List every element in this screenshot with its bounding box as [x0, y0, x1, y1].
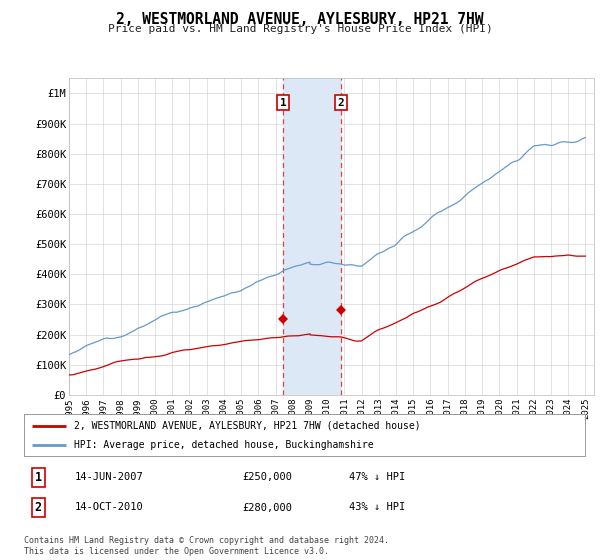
- Bar: [283, 78, 341, 395]
- Text: £250,000: £250,000: [243, 472, 293, 482]
- Text: 14-OCT-2010: 14-OCT-2010: [74, 502, 143, 512]
- Text: 1: 1: [34, 471, 41, 484]
- Text: Price paid vs. HM Land Registry's House Price Index (HPI): Price paid vs. HM Land Registry's House …: [107, 24, 493, 34]
- Text: 14-JUN-2007: 14-JUN-2007: [74, 472, 143, 482]
- Text: 47% ↓ HPI: 47% ↓ HPI: [349, 472, 406, 482]
- Text: 1: 1: [280, 97, 287, 108]
- Text: 2: 2: [34, 501, 41, 514]
- Text: HPI: Average price, detached house, Buckinghamshire: HPI: Average price, detached house, Buck…: [74, 440, 374, 450]
- Text: Contains HM Land Registry data © Crown copyright and database right 2024.
This d: Contains HM Land Registry data © Crown c…: [24, 536, 389, 556]
- Text: 2, WESTMORLAND AVENUE, AYLESBURY, HP21 7HW: 2, WESTMORLAND AVENUE, AYLESBURY, HP21 7…: [116, 12, 484, 27]
- Text: £280,000: £280,000: [243, 502, 293, 512]
- Text: 43% ↓ HPI: 43% ↓ HPI: [349, 502, 406, 512]
- Text: 2: 2: [337, 97, 344, 108]
- Text: 2, WESTMORLAND AVENUE, AYLESBURY, HP21 7HW (detached house): 2, WESTMORLAND AVENUE, AYLESBURY, HP21 7…: [74, 421, 421, 431]
